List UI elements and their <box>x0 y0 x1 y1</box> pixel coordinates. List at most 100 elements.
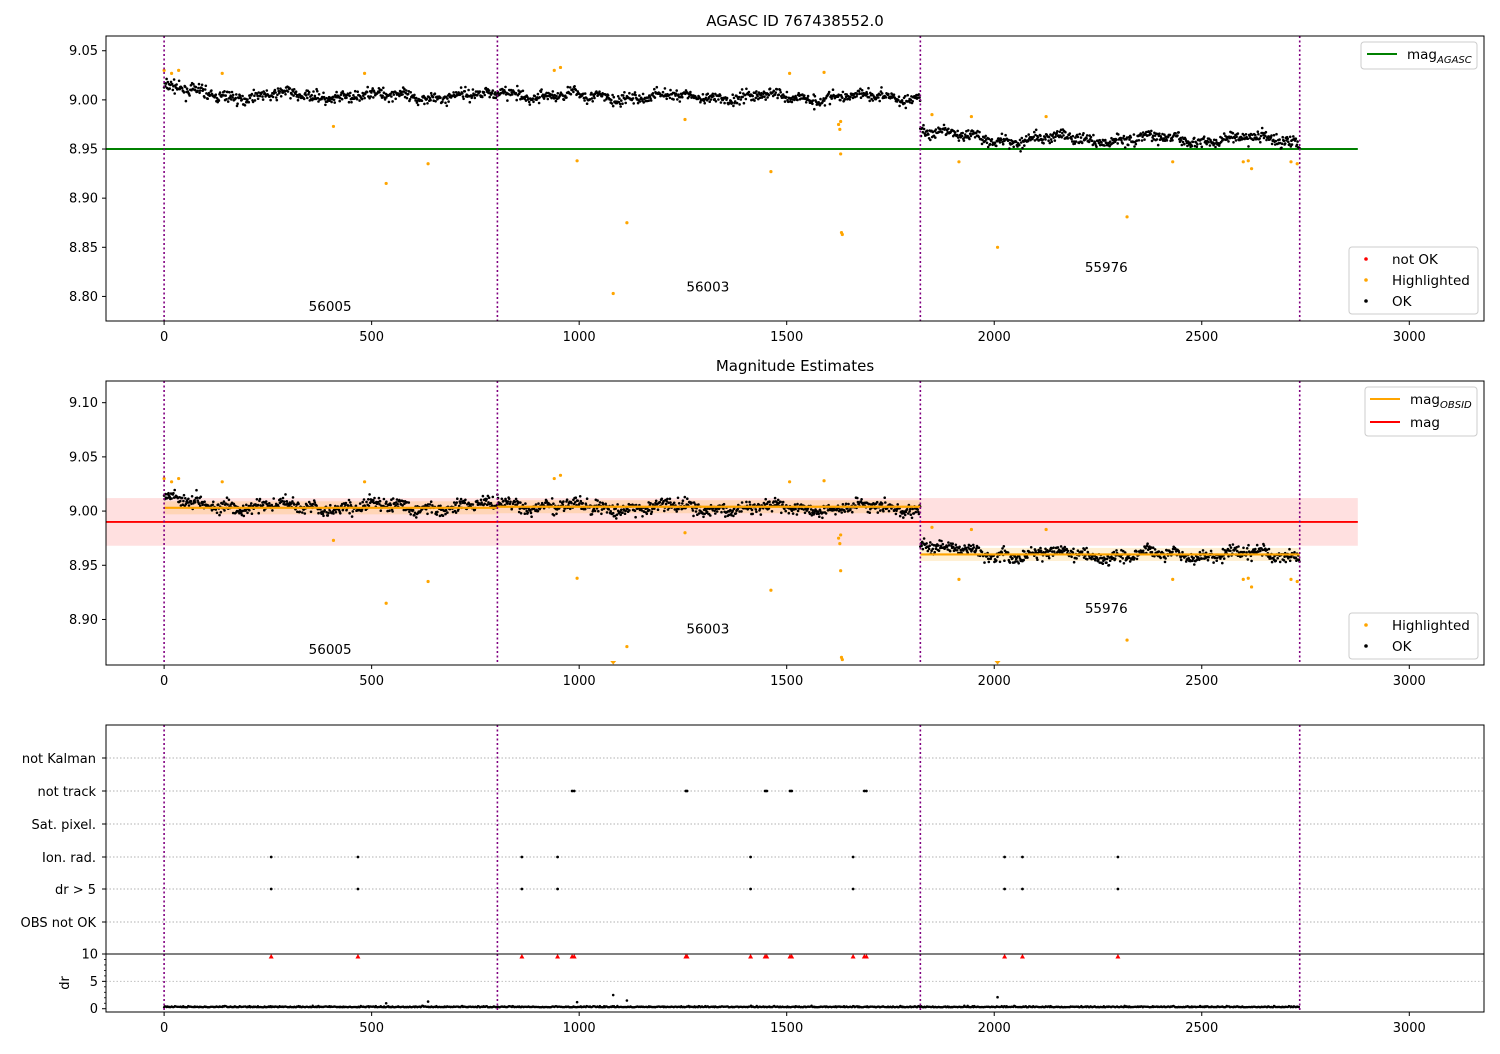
ok-point <box>483 91 486 94</box>
ok-point <box>1151 551 1154 554</box>
ok-point <box>551 497 554 500</box>
ok-point <box>932 548 935 551</box>
ok-point <box>717 98 720 101</box>
ok-point <box>1232 543 1235 546</box>
ok-point <box>272 497 275 500</box>
ok-point <box>943 124 946 127</box>
ok-point <box>248 509 251 512</box>
ok-point <box>694 503 697 506</box>
ok-point <box>740 98 743 101</box>
ok-point <box>462 95 465 98</box>
ok-point <box>491 504 494 507</box>
ok-point <box>764 498 767 501</box>
ok-point <box>1265 131 1268 134</box>
ok-point <box>956 134 959 137</box>
x-tick-label: 2500 <box>1185 330 1218 345</box>
legend-label: Highlighted <box>1392 273 1470 289</box>
ok-point <box>178 80 181 83</box>
ok-point <box>586 102 589 105</box>
ok-point <box>562 503 565 506</box>
highlighted-point <box>839 569 842 572</box>
ok-point <box>1033 131 1036 134</box>
ok-point <box>228 91 231 94</box>
ok-point <box>528 101 531 104</box>
ok-point <box>509 501 512 504</box>
ok-point <box>191 495 194 498</box>
ok-point <box>170 497 173 500</box>
ok-point <box>868 100 871 103</box>
ok-point <box>807 95 810 98</box>
highlighted-point <box>957 578 960 581</box>
ok-point <box>461 92 464 95</box>
ok-point <box>1109 559 1112 562</box>
ok-point <box>306 97 309 100</box>
ok-point <box>1273 134 1276 137</box>
ok-point <box>1295 556 1298 559</box>
highlighted-point <box>177 69 180 72</box>
ok-point <box>981 551 984 554</box>
ok-point <box>553 514 556 517</box>
ok-point <box>295 90 298 93</box>
ok-point <box>356 90 359 93</box>
ok-point <box>409 513 412 516</box>
legend-subscript: AGASC <box>1436 55 1472 66</box>
flag-point <box>270 888 273 891</box>
ok-point <box>925 542 928 545</box>
ok-point <box>1067 550 1070 553</box>
highlighted-point <box>1296 162 1299 165</box>
ok-point <box>245 504 248 507</box>
ok-point <box>649 502 652 505</box>
ok-point <box>618 97 621 100</box>
ok-point <box>1138 139 1141 142</box>
ok-point <box>634 91 637 94</box>
ok-point <box>819 98 822 101</box>
ok-point <box>677 93 680 96</box>
ok-point <box>501 498 504 501</box>
ok-point <box>1157 144 1160 147</box>
ok-point <box>266 89 269 92</box>
ok-point <box>1201 146 1204 149</box>
ok-point <box>1017 562 1020 565</box>
ok-point <box>690 501 693 504</box>
ok-point <box>415 97 418 100</box>
ok-point <box>880 86 883 89</box>
ok-point <box>329 504 332 507</box>
ok-point <box>215 93 218 96</box>
ok-point <box>732 515 735 518</box>
ok-point <box>1085 547 1088 550</box>
ok-point <box>586 497 589 500</box>
ok-point <box>677 508 680 511</box>
ok-point <box>923 128 926 131</box>
ok-point <box>515 99 518 102</box>
ok-point <box>187 498 190 501</box>
ok-point <box>698 512 701 515</box>
ok-point <box>922 548 925 551</box>
ok-point <box>779 501 782 504</box>
ok-point <box>534 95 537 98</box>
ok-point <box>599 501 602 504</box>
ok-point <box>172 89 175 92</box>
ok-point <box>1281 142 1284 145</box>
ok-point <box>519 501 522 504</box>
ok-point <box>1117 133 1120 136</box>
highlighted-point <box>625 645 628 648</box>
highlighted-point <box>839 120 842 123</box>
ok-point <box>661 498 664 501</box>
ok-point <box>832 88 835 91</box>
x-tick-label: 0 <box>160 330 168 345</box>
ok-point <box>944 127 947 130</box>
ok-point <box>1247 145 1250 148</box>
highlighted-point <box>839 152 842 155</box>
highlighted-point <box>559 66 562 69</box>
ok-point <box>1091 140 1094 143</box>
ok-point <box>373 497 376 500</box>
ok-point <box>314 501 317 504</box>
ok-point <box>1143 138 1146 141</box>
ok-point <box>464 90 467 93</box>
ok-point <box>766 96 769 99</box>
ok-point <box>947 541 950 544</box>
ok-point <box>878 100 881 103</box>
ok-point <box>792 512 795 515</box>
ok-point <box>479 90 482 93</box>
ok-point <box>1018 144 1021 147</box>
